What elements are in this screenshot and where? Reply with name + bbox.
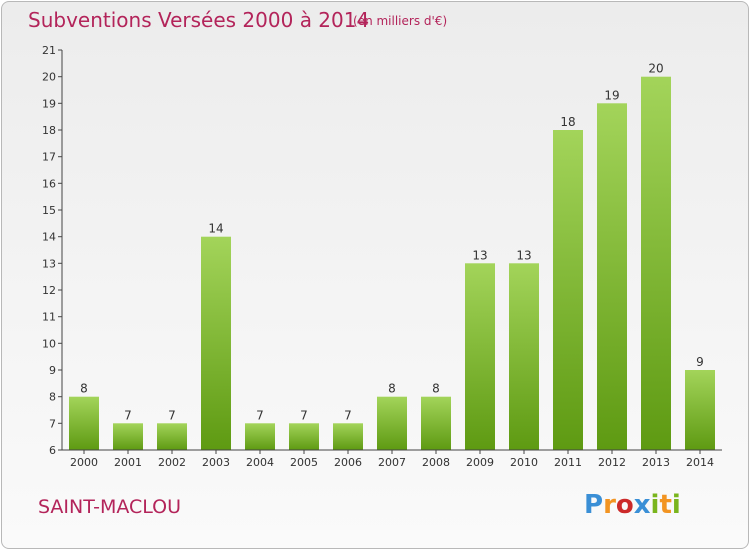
y-tick-label: 17 [42, 151, 56, 164]
proxiti-logo: Proxiti [584, 490, 681, 520]
logo-letter: t [659, 490, 672, 520]
bar [597, 103, 627, 451]
x-tick-label: 2012 [598, 456, 626, 469]
x-tick-label: 2006 [334, 456, 362, 469]
bar [377, 396, 407, 450]
bar [289, 423, 319, 450]
x-tick-label: 2011 [554, 456, 582, 469]
bar-value-label: 13 [472, 248, 487, 262]
bar [421, 396, 451, 450]
bar-value-label: 8 [432, 382, 440, 396]
bar [333, 423, 363, 450]
y-tick-label: 14 [42, 231, 56, 244]
chart-unit-label: (en milliers d'€) [353, 14, 448, 28]
chart-title: Subventions Versées 2000 à 2014 [28, 8, 370, 32]
bar-value-label: 20 [648, 62, 663, 76]
y-tick-label: 20 [42, 71, 56, 84]
commune-name: SAINT-MACLOU [38, 496, 182, 518]
x-tick-label: 2007 [378, 456, 406, 469]
bar [113, 423, 143, 450]
x-tick-label: 2003 [202, 456, 230, 469]
bar-value-label: 19 [604, 88, 619, 102]
y-tick-label: 6 [49, 444, 56, 457]
x-tick-label: 2009 [466, 456, 494, 469]
x-tick-label: 2001 [114, 456, 142, 469]
x-tick-label: 2004 [246, 456, 274, 469]
bar [465, 263, 495, 450]
bar-value-label: 7 [300, 408, 308, 422]
logo-letter: o [615, 490, 634, 520]
y-tick-label: 21 [42, 44, 56, 57]
bar-value-label: 8 [80, 382, 88, 396]
bar-value-label: 14 [208, 222, 223, 236]
y-tick-label: 8 [49, 391, 56, 404]
y-tick-label: 10 [42, 337, 56, 350]
x-tick-label: 2014 [686, 456, 714, 469]
logo-letter: P [584, 490, 604, 520]
bar-value-label: 7 [256, 408, 264, 422]
x-tick-label: 2010 [510, 456, 538, 469]
y-tick-label: 9 [49, 364, 56, 377]
y-tick-label: 7 [49, 417, 56, 430]
y-tick-label: 19 [42, 97, 56, 110]
bar-value-label: 9 [696, 355, 704, 369]
x-tick-label: 2013 [642, 456, 670, 469]
bar [245, 423, 275, 450]
logo-letter: x [633, 490, 651, 520]
bar [201, 236, 231, 450]
logo-letter: r [603, 490, 616, 520]
y-tick-label: 11 [42, 311, 56, 324]
bar [553, 130, 583, 450]
bar-value-label: 7 [124, 408, 132, 422]
x-tick-label: 2008 [422, 456, 450, 469]
bar-value-label: 13 [516, 248, 531, 262]
logo-letter: i [650, 490, 660, 520]
y-tick-label: 18 [42, 124, 56, 137]
bar-value-label: 18 [560, 115, 575, 129]
x-tick-label: 2000 [70, 456, 98, 469]
bar [685, 370, 715, 450]
y-tick-label: 16 [42, 177, 56, 190]
axis-layer: 2000 2001 2002 2003 2004 2005 2006 2007 2008 2009… [42, 44, 722, 469]
bars-layer: 8 7 7 14 7 7 7 8 8 13 13 18 19 20 9 [69, 62, 715, 451]
y-tick-label: 13 [42, 257, 56, 270]
y-tick-label: 15 [42, 204, 56, 217]
y-tick-label: 12 [42, 284, 56, 297]
x-tick-label: 2002 [158, 456, 186, 469]
bar-value-label: 8 [388, 382, 396, 396]
bar-value-label: 7 [344, 408, 352, 422]
bar [641, 76, 671, 450]
logo-letter: i [671, 490, 681, 520]
bar [69, 396, 99, 450]
bar-value-label: 7 [168, 408, 176, 422]
x-tick-label: 2005 [290, 456, 318, 469]
bar [157, 423, 187, 450]
bar [509, 263, 539, 450]
